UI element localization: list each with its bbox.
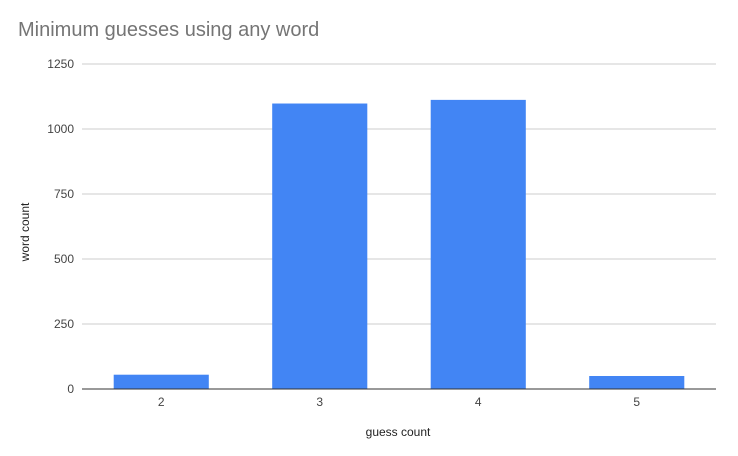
bar-3 xyxy=(272,103,368,390)
y-tick-label: 1250 xyxy=(47,57,74,71)
y-axis-label: word count xyxy=(18,202,32,262)
x-tick-label: 5 xyxy=(633,395,640,409)
chart-title: Minimum guesses using any word xyxy=(18,19,320,41)
y-tick-label: 500 xyxy=(54,252,74,266)
bar-4 xyxy=(430,99,526,389)
y-tick-label: 250 xyxy=(54,317,74,331)
y-axis-ticks: 0 250 500 750 1000 1250 xyxy=(47,57,74,396)
x-tick-label: 4 xyxy=(475,395,482,409)
y-tick-label: 0 xyxy=(67,382,74,396)
x-tick-label: 3 xyxy=(316,395,323,409)
x-tick-label: 2 xyxy=(158,395,165,409)
bar-2 xyxy=(113,374,209,389)
x-axis-label: guess count xyxy=(366,425,431,439)
bar-5 xyxy=(589,376,685,389)
bars xyxy=(113,99,685,390)
y-tick-label: 1000 xyxy=(47,122,74,136)
y-tick-label: 750 xyxy=(54,187,74,201)
x-axis-ticks: 2 3 4 5 xyxy=(158,395,641,409)
gridlines xyxy=(82,63,716,325)
